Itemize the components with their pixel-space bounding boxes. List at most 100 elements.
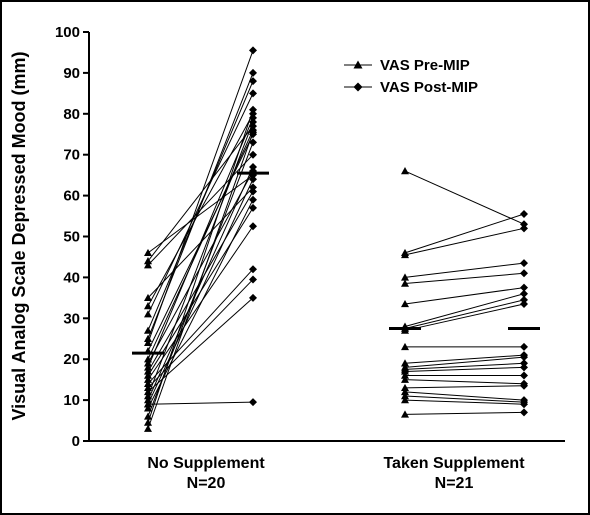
data-markers — [144, 46, 528, 432]
legend: VAS Pre-MIP VAS Post-MIP — [344, 57, 478, 96]
pair-line-1-12 — [404, 362, 525, 370]
post-point-0-20 — [249, 162, 257, 171]
x-category-label-1: Taken Supplement — [383, 455, 525, 472]
pre-point-1-19 — [401, 396, 409, 404]
pre-point-1-2 — [401, 250, 409, 259]
post-point-0-7 — [249, 68, 257, 77]
y-tick-label-8: 80 — [63, 106, 80, 123]
pair-line-1-15 — [404, 379, 525, 385]
post-point-0-24 — [249, 105, 257, 114]
post-point-0-14 — [249, 203, 257, 212]
pair-line-0-21 — [147, 179, 254, 405]
pre-point-0-13 — [144, 367, 152, 375]
pre-point-0-15 — [144, 375, 152, 383]
pre-point-1-15 — [401, 375, 409, 383]
pre-point-1-13 — [401, 367, 409, 375]
pair-line-0-4 — [147, 113, 254, 307]
pair-line-1-11 — [404, 356, 525, 368]
pre-point-0-1 — [144, 257, 152, 265]
pre-point-0-3 — [144, 293, 152, 302]
pair-line-0-12 — [147, 117, 254, 368]
pre-point-0-11 — [144, 359, 152, 367]
pair-line-0-24 — [147, 109, 254, 423]
pair-line-1-19 — [404, 399, 525, 405]
legend-label-pre: VAS Pre-MIP — [380, 57, 470, 74]
pre-point-0-16 — [144, 379, 152, 387]
pair-line-0-19 — [147, 121, 254, 397]
post-point-0-15 — [249, 222, 257, 231]
post-point-0-2 — [249, 150, 257, 159]
y-tick-label-2: 20 — [63, 351, 80, 368]
pre-point-1-10 — [401, 359, 409, 367]
post-point-1-20 — [520, 408, 528, 417]
pair-line-1-13 — [404, 366, 525, 372]
pair-line-1-8 — [404, 303, 525, 332]
post-point-1-3 — [520, 259, 528, 268]
pair-line-1-20 — [404, 411, 525, 415]
pair-line-0-22 — [147, 199, 254, 409]
pre-point-1-5 — [401, 299, 409, 308]
y-tick-label-10: 100 — [55, 24, 80, 41]
post-point-0-13 — [249, 187, 257, 196]
pair-line-0-18 — [147, 297, 254, 393]
pair-line-0-20 — [147, 166, 254, 401]
pre-point-0-12 — [144, 363, 152, 371]
pair-line-0-5 — [147, 93, 254, 315]
pair-line-0-26 — [147, 401, 254, 405]
pre-point-0-18 — [144, 387, 152, 396]
post-point-1-2 — [520, 224, 528, 233]
y-tick-label-3: 30 — [63, 310, 80, 327]
pair-line-1-6 — [404, 293, 525, 327]
x-category-label-0: No Supplement — [147, 455, 265, 472]
pre-point-1-14 — [401, 371, 409, 379]
x-category-n-0: N=20 — [187, 475, 226, 492]
post-point-1-1 — [520, 210, 528, 219]
post-point-0-4 — [249, 109, 257, 118]
post-point-0-22 — [249, 195, 257, 204]
legend-label-post: VAS Post-MIP — [380, 79, 478, 96]
post-point-1-6 — [520, 289, 528, 298]
y-tick-label-1: 10 — [63, 392, 80, 409]
pair-line-1-17 — [404, 391, 525, 401]
pre-point-1-8 — [401, 326, 409, 334]
post-point-1-13 — [520, 363, 528, 372]
pre-point-0-22 — [144, 404, 152, 412]
post-point-0-3 — [249, 183, 257, 192]
pre-point-0-19 — [144, 392, 152, 400]
legend-triangle-icon — [353, 60, 363, 69]
pre-point-0-0 — [144, 248, 152, 257]
pair-line-0-25 — [147, 132, 254, 429]
pre-point-0-17 — [144, 383, 152, 392]
post-point-1-14 — [520, 371, 528, 380]
post-point-1-5 — [520, 283, 528, 292]
post-point-0-8 — [249, 46, 257, 55]
median-bars — [132, 171, 540, 355]
pre-point-0-23 — [144, 412, 152, 420]
pair-line-1-2 — [404, 227, 525, 256]
pre-point-1-4 — [401, 279, 409, 287]
pre-point-0-5 — [144, 310, 152, 318]
post-point-1-16 — [520, 381, 528, 390]
y-ticks: 0 10 20 30 40 50 60 70 80 90 100 — [55, 24, 89, 450]
pre-point-0-7 — [144, 334, 152, 342]
post-point-1-0 — [520, 220, 528, 229]
pre-point-0-10 — [144, 355, 152, 363]
pre-point-0-26 — [144, 400, 152, 408]
pair-line-0-16 — [147, 268, 254, 385]
post-point-1-8 — [520, 299, 528, 308]
pair-line-1-18 — [404, 395, 525, 403]
pre-point-0-8 — [144, 338, 152, 347]
pre-point-0-2 — [144, 261, 152, 269]
pre-point-1-20 — [401, 410, 409, 418]
y-tick-label-6: 60 — [63, 188, 80, 205]
y-tick-label-0: 0 — [72, 433, 80, 450]
post-point-1-4 — [520, 269, 528, 278]
pre-point-1-17 — [401, 387, 409, 396]
post-point-1-19 — [520, 400, 528, 409]
y-axis-label: Visual Analog Scale Depressed Mood (mm) — [9, 51, 29, 420]
pair-line-1-1 — [404, 213, 525, 254]
post-point-0-1 — [249, 122, 257, 131]
pair-line-0-8 — [147, 50, 254, 344]
pre-point-1-9 — [401, 342, 409, 351]
